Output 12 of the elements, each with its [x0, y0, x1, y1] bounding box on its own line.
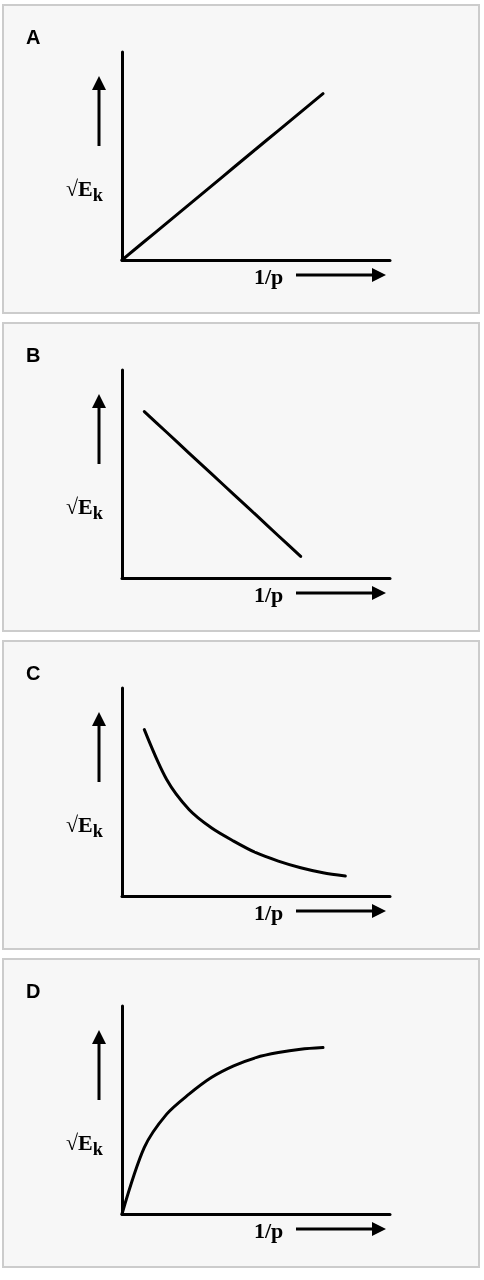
- x-axis-title: 1/p: [254, 264, 284, 290]
- chart-title: D: [26, 980, 41, 1003]
- chart-title: C: [26, 662, 41, 685]
- y-axis-title: √E$_{k}$: [66, 1130, 103, 1161]
- y-axis-title: √E$_{k}$: [66, 812, 103, 843]
- y-axis-title: √E$_{k}$: [66, 494, 103, 525]
- x-axis-title: 1/p: [254, 1218, 284, 1244]
- chart-title: A: [26, 26, 41, 49]
- chart-title: B: [26, 344, 41, 367]
- x-axis-title: 1/p: [254, 582, 284, 608]
- y-axis-title: √E$_{k}$: [66, 176, 103, 207]
- x-axis-title: 1/p: [254, 900, 284, 926]
